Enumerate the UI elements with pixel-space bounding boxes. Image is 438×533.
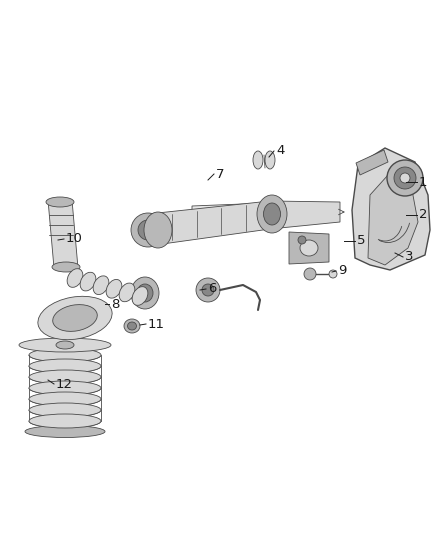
Text: 10: 10	[66, 232, 83, 246]
Ellipse shape	[253, 151, 263, 169]
Text: 11: 11	[148, 318, 165, 330]
Ellipse shape	[144, 212, 172, 248]
Ellipse shape	[138, 220, 158, 240]
Polygon shape	[289, 232, 329, 264]
Ellipse shape	[106, 279, 122, 298]
Text: 1: 1	[419, 175, 427, 189]
Ellipse shape	[265, 151, 275, 169]
Ellipse shape	[300, 240, 318, 256]
Ellipse shape	[298, 236, 306, 244]
Polygon shape	[192, 203, 268, 229]
Ellipse shape	[329, 270, 337, 278]
Polygon shape	[148, 201, 270, 246]
Ellipse shape	[137, 284, 153, 302]
Ellipse shape	[38, 296, 112, 340]
Ellipse shape	[264, 203, 280, 225]
Text: 9: 9	[338, 264, 346, 278]
Ellipse shape	[127, 322, 137, 330]
Ellipse shape	[80, 272, 96, 291]
Ellipse shape	[379, 240, 393, 251]
Ellipse shape	[196, 278, 220, 302]
Ellipse shape	[394, 167, 416, 189]
Ellipse shape	[93, 276, 109, 295]
Text: 6: 6	[208, 282, 216, 295]
Text: 3: 3	[405, 251, 413, 263]
Ellipse shape	[46, 197, 74, 207]
Ellipse shape	[29, 403, 101, 417]
Ellipse shape	[29, 348, 101, 362]
Polygon shape	[368, 175, 418, 265]
Ellipse shape	[400, 173, 410, 183]
Polygon shape	[270, 201, 340, 229]
Ellipse shape	[52, 262, 80, 272]
Text: 4: 4	[276, 144, 284, 157]
Ellipse shape	[124, 319, 140, 333]
Ellipse shape	[202, 284, 214, 296]
Text: 8: 8	[111, 297, 120, 311]
Ellipse shape	[53, 305, 97, 332]
Ellipse shape	[25, 425, 105, 438]
Ellipse shape	[131, 277, 159, 309]
Ellipse shape	[304, 268, 316, 280]
Ellipse shape	[29, 392, 101, 406]
Ellipse shape	[132, 287, 148, 305]
Polygon shape	[352, 148, 430, 270]
Ellipse shape	[56, 341, 74, 349]
Ellipse shape	[387, 160, 423, 196]
Ellipse shape	[257, 195, 287, 233]
Text: 5: 5	[357, 235, 365, 247]
Ellipse shape	[119, 283, 135, 302]
Ellipse shape	[67, 269, 83, 287]
Ellipse shape	[131, 213, 165, 247]
Text: 12: 12	[56, 377, 73, 391]
Text: 7: 7	[216, 167, 225, 181]
Ellipse shape	[29, 359, 101, 373]
Text: 2: 2	[419, 208, 427, 222]
Ellipse shape	[29, 414, 101, 428]
Polygon shape	[48, 200, 78, 268]
Ellipse shape	[29, 370, 101, 384]
Ellipse shape	[29, 381, 101, 395]
Ellipse shape	[19, 338, 111, 352]
Polygon shape	[356, 150, 388, 175]
